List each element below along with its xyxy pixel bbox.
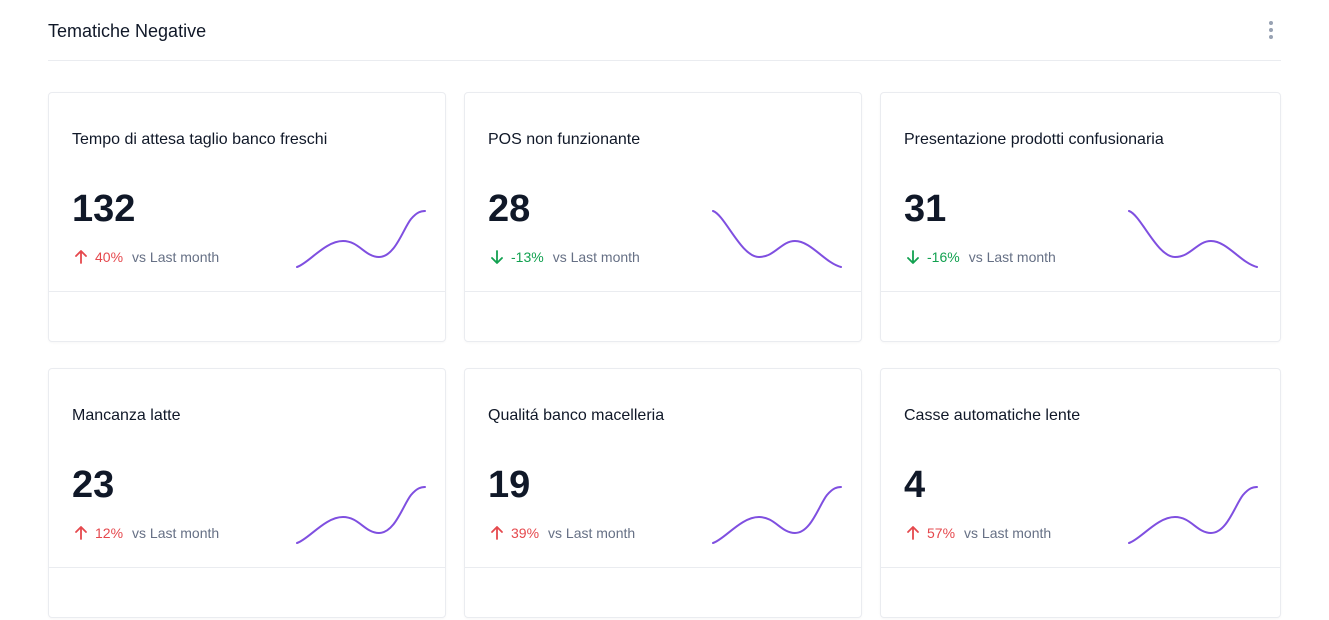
card-divider: [465, 291, 861, 292]
card-divider: [49, 567, 445, 568]
trend-percentage: -16%: [927, 249, 960, 265]
trend-percentage: -13%: [511, 249, 544, 265]
metric-card-value: 31: [904, 188, 947, 230]
sparkline-chart: [1128, 210, 1258, 268]
sparkline-chart: [1128, 486, 1258, 544]
metric-card-value: 4: [904, 464, 926, 506]
section-header: Tematiche Negative: [48, 0, 1281, 61]
metric-card[interactable]: Mancanza latte 23 12% vs Last month: [48, 368, 446, 618]
metric-card-value: 19: [488, 464, 531, 506]
trend-comparison: vs Last month: [132, 249, 220, 265]
trend-percentage: 40%: [95, 249, 124, 265]
metric-card-title: POS non funzionante: [488, 131, 641, 148]
arrow-down-icon: [907, 250, 919, 264]
metric-card-title: Mancanza latte: [72, 407, 181, 424]
metric-card-value: 23: [72, 464, 115, 506]
arrow-up-icon: [75, 250, 87, 264]
trend-percentage: 12%: [95, 525, 124, 541]
card-divider: [881, 567, 1280, 568]
trend-comparison: vs Last month: [552, 249, 640, 265]
trend-comparison: vs Last month: [548, 525, 636, 541]
card-divider: [465, 567, 861, 568]
card-divider: [49, 291, 445, 292]
metric-card-title: Presentazione prodotti confusionaria: [904, 131, 1164, 148]
metric-card-value: 28: [488, 188, 531, 230]
arrow-up-icon: [75, 526, 87, 540]
metric-card-value: 132: [72, 188, 136, 230]
trend-indicator: 12% vs Last month: [72, 524, 219, 542]
card-divider: [881, 291, 1280, 292]
trend-indicator: 39% vs Last month: [488, 524, 635, 542]
trend-comparison: vs Last month: [132, 525, 220, 541]
arrow-up-icon: [907, 526, 919, 540]
sparkline-chart: [296, 210, 426, 268]
sparkline-chart: [712, 210, 842, 268]
more-options-button[interactable]: [1261, 20, 1281, 40]
trend-comparison: vs Last month: [964, 525, 1052, 541]
metric-card[interactable]: Presentazione prodotti confusionaria 31 …: [880, 92, 1281, 342]
trend-indicator: 40% vs Last month: [72, 248, 219, 266]
metric-card[interactable]: Casse automatiche lente 4 57% vs Last mo…: [880, 368, 1281, 618]
arrow-up-icon: [491, 526, 503, 540]
section-title: Tematiche Negative: [48, 21, 207, 41]
metric-card-title: Casse automatiche lente: [904, 407, 1081, 424]
trend-indicator: 57% vs Last month: [904, 524, 1051, 542]
trend-indicator: -16% vs Last month: [904, 248, 1056, 266]
trend-indicator: -13% vs Last month: [488, 248, 640, 266]
metric-card[interactable]: Qualitá banco macelleria 19 39% vs Last …: [464, 368, 862, 618]
more-vertical-icon-dot: [1269, 28, 1273, 32]
metric-card[interactable]: Tempo di attesa taglio banco freschi 132…: [48, 92, 446, 342]
more-vertical-icon: [1269, 21, 1273, 25]
arrow-down-icon: [491, 250, 503, 264]
metric-card-title: Qualitá banco macelleria: [488, 407, 665, 424]
sparkline-chart: [296, 486, 426, 544]
metric-card[interactable]: POS non funzionante 28 -13% vs Last mont…: [464, 92, 862, 342]
metric-card-title: Tempo di attesa taglio banco freschi: [72, 131, 328, 148]
sparkline-chart: [712, 486, 842, 544]
trend-percentage: 57%: [927, 525, 956, 541]
trend-percentage: 39%: [511, 525, 540, 541]
more-vertical-icon-dot: [1269, 35, 1273, 39]
trend-comparison: vs Last month: [968, 249, 1056, 265]
